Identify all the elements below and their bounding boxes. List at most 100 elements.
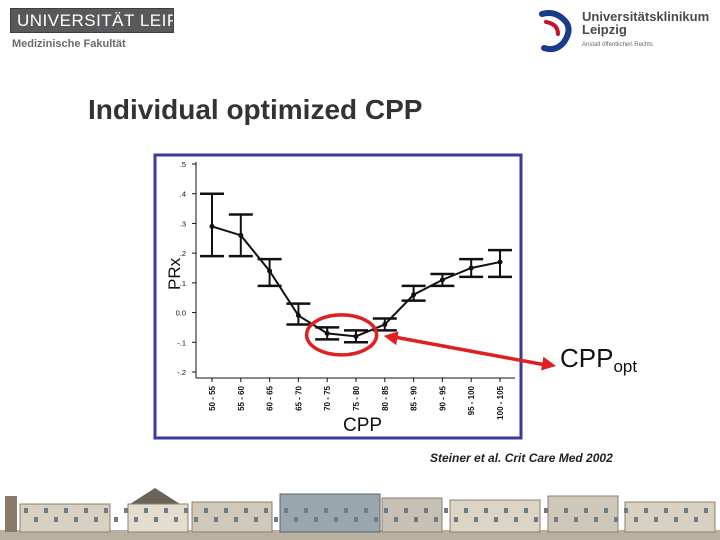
y-tick-label: -.2 xyxy=(177,368,186,377)
building-window xyxy=(684,508,688,513)
building-window xyxy=(454,517,458,522)
data-point xyxy=(497,259,503,265)
building-window xyxy=(334,517,338,522)
data-point xyxy=(468,265,474,271)
building-window xyxy=(424,508,428,513)
chart-frame xyxy=(153,153,523,440)
building-window xyxy=(704,508,708,513)
x-tick-label: 50 - 55 xyxy=(208,385,217,410)
campus-buildings-image xyxy=(0,488,720,540)
building-window xyxy=(264,508,268,513)
building-window xyxy=(234,517,238,522)
building-window xyxy=(324,508,328,513)
building-window xyxy=(64,508,68,513)
building-window xyxy=(524,508,528,513)
data-point xyxy=(209,223,215,229)
x-tick-label: 90 - 95 xyxy=(438,385,447,410)
building-window xyxy=(634,517,638,522)
y-tick-label: .2 xyxy=(180,249,186,258)
building-window xyxy=(244,508,248,513)
cppopt-sub: opt xyxy=(613,357,638,376)
building-window xyxy=(404,508,408,513)
building-window xyxy=(624,508,628,513)
data-point xyxy=(238,232,244,238)
building-window xyxy=(254,517,258,522)
data-point xyxy=(382,321,388,327)
building-window xyxy=(274,517,278,522)
building-window xyxy=(654,517,658,522)
x-tick-label: 70 - 75 xyxy=(323,385,332,410)
building-window xyxy=(74,517,78,522)
building-window xyxy=(374,517,378,522)
university-logo: UNIVERSITÄT LEIPZIG xyxy=(10,8,174,33)
hospital-logo-icon xyxy=(539,10,572,53)
cppopt-label: CPPopt xyxy=(560,343,637,377)
building-window xyxy=(84,508,88,513)
building-window xyxy=(314,517,318,522)
data-point xyxy=(439,277,445,283)
building-window xyxy=(34,517,38,522)
slide-title: Individual optimized CPP xyxy=(88,94,423,125)
y-tick-label: .5 xyxy=(180,160,186,169)
cppopt-highlight-ellipse xyxy=(304,313,379,357)
building-window xyxy=(694,517,698,522)
building-window xyxy=(484,508,488,513)
building-window xyxy=(504,508,508,513)
building-window xyxy=(674,517,678,522)
y-axis-label: PRx xyxy=(165,257,184,290)
x-tick-label: 65 - 70 xyxy=(294,385,303,410)
hospital-name-line2: Leipzig xyxy=(582,22,627,37)
data-point xyxy=(267,268,273,274)
building-window xyxy=(354,517,358,522)
building-window xyxy=(384,508,388,513)
building-window xyxy=(194,517,198,522)
building-window xyxy=(184,508,188,513)
building-window xyxy=(204,508,208,513)
building-window xyxy=(224,508,228,513)
building-window xyxy=(444,508,448,513)
x-tick-label: 95 - 100 xyxy=(467,385,476,415)
y-tick-label: 0.0 xyxy=(176,309,186,318)
x-tick-label: 75 - 80 xyxy=(352,385,361,410)
citation: Steiner et al. Crit Care Med 2002 xyxy=(430,451,613,465)
building-window xyxy=(154,517,158,522)
building-window xyxy=(114,517,118,522)
arrow-head-right xyxy=(541,356,556,371)
y-tick-label: -.1 xyxy=(177,338,186,347)
x-tick-label: 100 - 105 xyxy=(496,385,505,419)
building-window xyxy=(134,517,138,522)
x-tick-label: 85 - 90 xyxy=(410,385,419,410)
y-tick-label: .3 xyxy=(180,219,186,228)
building-window xyxy=(94,517,98,522)
data-point xyxy=(353,333,359,339)
x-tick-label: 80 - 85 xyxy=(381,385,390,410)
y-tick-label: .1 xyxy=(180,279,186,288)
building-window xyxy=(364,508,368,513)
y-tick-label: .4 xyxy=(180,190,186,199)
building-window xyxy=(474,517,478,522)
building-window xyxy=(284,508,288,513)
building-window xyxy=(494,517,498,522)
building-window xyxy=(614,517,618,522)
y-ticks: .5 .4 .3 .2 .1 0.0 -.1 -.2 xyxy=(176,160,196,377)
x-tick-label: 55 - 60 xyxy=(237,385,246,410)
x-ticks: 50 - 55 55 - 60 60 - 65 65 - 70 70 - 75 75 - … xyxy=(208,378,505,420)
building-window xyxy=(394,517,398,522)
building-window xyxy=(544,508,548,513)
building-window xyxy=(24,508,28,513)
building-window xyxy=(214,517,218,522)
building-window xyxy=(294,517,298,522)
x-axis-label: CPP xyxy=(343,415,383,436)
arrow-head-left xyxy=(383,331,399,346)
building-window xyxy=(104,508,108,513)
data-points xyxy=(209,223,503,339)
building-window xyxy=(344,508,348,513)
data-point xyxy=(324,330,330,336)
building-window xyxy=(304,508,308,513)
hospital-name-line1: Universitätsklinikum xyxy=(582,9,710,24)
faculty-name: Medizinische Fakultät xyxy=(12,38,126,50)
x-tick-label: 60 - 65 xyxy=(266,385,275,410)
building-window xyxy=(514,517,518,522)
building-window xyxy=(644,508,648,513)
